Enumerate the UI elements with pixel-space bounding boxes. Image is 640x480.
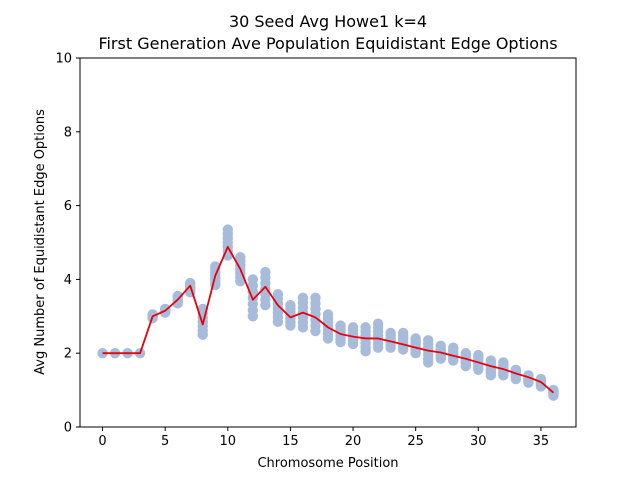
x-tick-label: 0 <box>98 434 106 449</box>
x-tick-label: 30 <box>470 434 487 449</box>
scatter-point <box>335 320 346 331</box>
scatter-point <box>473 349 484 361</box>
scatter-point <box>97 348 108 359</box>
x-axis-label: Chromosome Position <box>257 456 398 471</box>
scatter-point <box>172 290 183 302</box>
y-tick-label: 4 <box>64 273 72 288</box>
scatter-point <box>297 292 309 304</box>
y-tick-label: 6 <box>64 199 72 214</box>
x-tick-label: 5 <box>161 434 169 449</box>
plot-frame <box>79 57 577 428</box>
chart-title: 30 Seed Avg Howe1 k=4 <box>229 12 427 31</box>
scatter-point <box>397 327 409 339</box>
x-tick-label: 35 <box>533 434 550 449</box>
scatter-point <box>423 335 434 346</box>
scatter-point <box>372 318 384 329</box>
scatter-point <box>360 322 371 333</box>
y-tick-label: 10 <box>55 52 72 67</box>
scatter-point <box>410 333 421 344</box>
scatter-point <box>347 322 359 333</box>
chart-subtitle: First Generation Ave Population Equidist… <box>98 34 557 53</box>
scatter-point <box>247 274 259 285</box>
scatter-point <box>322 309 334 320</box>
scatter-point <box>385 327 396 339</box>
x-tick-label: 20 <box>345 434 362 449</box>
scatter-point <box>460 348 471 359</box>
x-tick-label: 25 <box>407 434 424 449</box>
scatter-point <box>260 266 271 278</box>
scatter-point <box>448 342 459 353</box>
y-tick-label: 0 <box>64 421 72 436</box>
scatter-point <box>235 252 246 263</box>
scatter-point <box>485 355 497 366</box>
scatter-point <box>222 224 233 235</box>
scatter-point <box>498 357 509 368</box>
scatter-point <box>285 300 296 311</box>
x-tick-label: 15 <box>282 434 299 449</box>
scatter-point <box>548 384 559 396</box>
scatter-point <box>435 340 446 352</box>
plot-marks <box>97 224 559 401</box>
series-line-mean <box>102 246 555 394</box>
y-tick-label: 8 <box>64 125 72 140</box>
scatter-point <box>310 292 321 304</box>
y-axis-label: Avg Number of Equidistant Edge Options <box>33 109 48 375</box>
y-tick-label: 2 <box>64 347 72 362</box>
scatter-point <box>272 288 284 300</box>
axes: 0 5 10 15 20 25 30 35 0 2 4 6 8 10 <box>55 52 577 449</box>
x-tick-label: 10 <box>220 434 237 449</box>
scatter-point <box>185 277 196 289</box>
scatter-point <box>147 309 158 320</box>
